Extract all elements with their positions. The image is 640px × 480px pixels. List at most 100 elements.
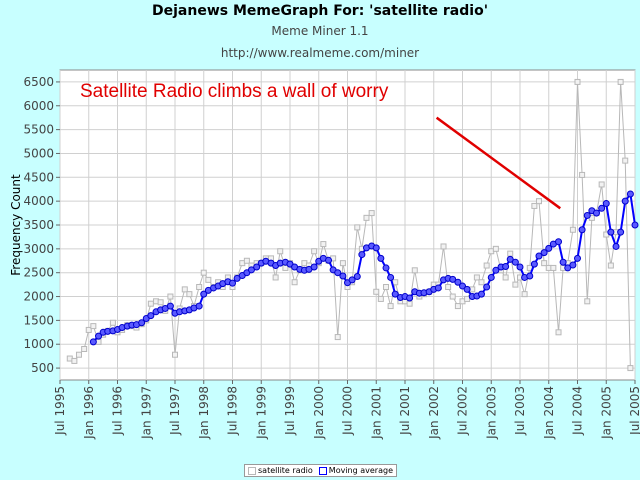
x-axis-ticks: Jul 1995 Jan 1996 Jul 1996 Jan 1997 Jul 1997… — [53, 380, 640, 440]
data-point-ma — [502, 262, 510, 270]
data-point-raw — [311, 248, 318, 255]
data-point-ma — [564, 264, 572, 272]
data-point-ma — [382, 264, 390, 272]
x-tick-label: Jul 1995 — [53, 386, 67, 436]
data-point-raw — [363, 214, 370, 221]
data-point-raw — [445, 284, 452, 290]
y-tick-label: 3500 — [23, 218, 54, 232]
data-point-ma — [559, 258, 567, 266]
data-point-ma — [406, 294, 414, 302]
data-point-raw — [541, 260, 548, 267]
data-point-raw — [291, 279, 298, 286]
data-point-raw — [368, 210, 375, 217]
data-point-raw — [502, 274, 509, 281]
data-point-raw — [373, 288, 380, 295]
x-tick-label: Jan 1997 — [139, 386, 153, 440]
data-point-ma — [200, 290, 208, 298]
data-point-raw — [392, 279, 399, 286]
data-point-raw — [584, 298, 591, 305]
data-point-raw — [574, 78, 581, 85]
source-url: http://www.realmeme.com/miner — [220, 46, 420, 60]
data-point-raw — [157, 299, 164, 306]
legend-item-raw: satellite radio — [248, 466, 313, 475]
y-tick-label: 3000 — [23, 242, 54, 256]
data-point-raw — [205, 276, 212, 283]
data-point-ma — [138, 319, 146, 327]
data-point-raw — [109, 319, 116, 326]
x-tick-label: Jan 2001 — [369, 386, 383, 440]
data-point-raw — [478, 279, 485, 286]
data-point-ma — [348, 276, 356, 284]
data-point-ma — [578, 226, 586, 234]
data-point-ma — [147, 312, 155, 320]
x-tick-label: Jan 2002 — [427, 386, 441, 440]
data-point-raw — [181, 286, 188, 293]
legend: satellite radio Moving average — [244, 464, 397, 477]
data-point-ma — [583, 211, 591, 219]
y-axis-label: Frequency Count — [9, 174, 23, 276]
series-moving-average — [89, 190, 639, 346]
data-point-raw — [473, 274, 480, 281]
data-point-raw — [85, 326, 92, 333]
x-tick-label: Jan 2004 — [542, 386, 556, 440]
data-point-raw — [200, 269, 207, 276]
x-tick-label: Jul 2001 — [398, 386, 412, 436]
y-tick-label: 6000 — [23, 99, 54, 113]
data-point-ma — [372, 244, 380, 252]
y-tick-label: 1500 — [23, 313, 54, 327]
data-point-raw — [535, 198, 542, 205]
y-tick-label: 2000 — [23, 290, 54, 304]
data-point-ma — [545, 244, 553, 252]
data-point-ma — [526, 272, 534, 280]
data-point-raw — [277, 248, 284, 255]
y-tick-label: 4500 — [23, 170, 54, 184]
data-point-raw — [354, 224, 361, 231]
data-point-raw — [627, 365, 634, 372]
x-tick-label: Jul 1996 — [111, 386, 125, 436]
data-point-raw — [147, 300, 154, 307]
data-point-ma — [195, 302, 203, 310]
legend-swatch-raw — [248, 466, 256, 475]
data-point-raw — [454, 303, 461, 310]
data-point-ma — [463, 285, 471, 293]
x-tick-label: Jan 1996 — [82, 386, 96, 440]
legend-label-raw: satellite radio — [258, 466, 313, 475]
data-point-ma — [617, 228, 625, 236]
x-tick-label: Jul 2004 — [571, 386, 585, 436]
data-point-raw — [555, 329, 562, 336]
data-point-ma — [459, 282, 466, 290]
data-point-ma — [477, 290, 485, 298]
legend-item-ma: Moving average — [318, 466, 393, 475]
data-point-ma — [434, 284, 442, 292]
data-point-raw — [550, 264, 557, 271]
y-axis-ticks: 500 1000 1500 2000 2500 3000 3500 4000 4500 5000 5… — [23, 75, 60, 375]
y-tick-label: 2500 — [23, 266, 54, 280]
data-point-raw — [339, 260, 346, 267]
data-point-raw — [172, 351, 178, 358]
data-point-ma — [506, 255, 514, 263]
data-point-ma — [325, 256, 333, 264]
chart-title: Dejanews MemeGraph For: 'satellite radio… — [152, 3, 488, 19]
data-point-raw — [320, 241, 327, 248]
annotation-arrow — [435, 116, 561, 210]
x-tick-label: Jul 1998 — [226, 386, 240, 436]
annotation-text: Satellite Radio climbs a wall of worry — [80, 81, 389, 102]
data-point-ma — [334, 269, 342, 277]
x-tick-label: Jan 2000 — [312, 386, 326, 440]
data-point-ma — [95, 332, 103, 340]
x-tick-label: Jul 2003 — [513, 386, 527, 436]
x-tick-label: Jul 2000 — [341, 386, 355, 436]
x-tick-label: Jan 2005 — [599, 386, 613, 440]
data-point-ma — [516, 263, 524, 271]
data-point-ma — [391, 290, 399, 298]
data-point-raw — [507, 250, 514, 257]
data-point-raw — [90, 323, 97, 330]
data-point-ma — [487, 273, 495, 281]
legend-swatch-ma — [318, 466, 327, 475]
data-point-ma — [229, 279, 236, 287]
data-point-raw — [440, 243, 447, 250]
data-point-ma — [89, 338, 97, 346]
data-point-ma — [602, 200, 610, 208]
data-point-raw — [282, 264, 289, 271]
